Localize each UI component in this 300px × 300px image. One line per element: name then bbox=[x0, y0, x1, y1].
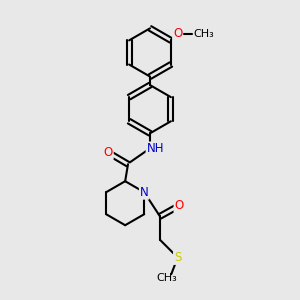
Text: CH₃: CH₃ bbox=[193, 29, 214, 39]
Text: S: S bbox=[174, 251, 182, 264]
Text: O: O bbox=[103, 146, 113, 159]
Text: N: N bbox=[140, 186, 148, 199]
Text: CH₃: CH₃ bbox=[157, 273, 177, 283]
Text: O: O bbox=[175, 199, 184, 212]
Text: O: O bbox=[173, 28, 182, 40]
Text: NH: NH bbox=[147, 142, 164, 155]
